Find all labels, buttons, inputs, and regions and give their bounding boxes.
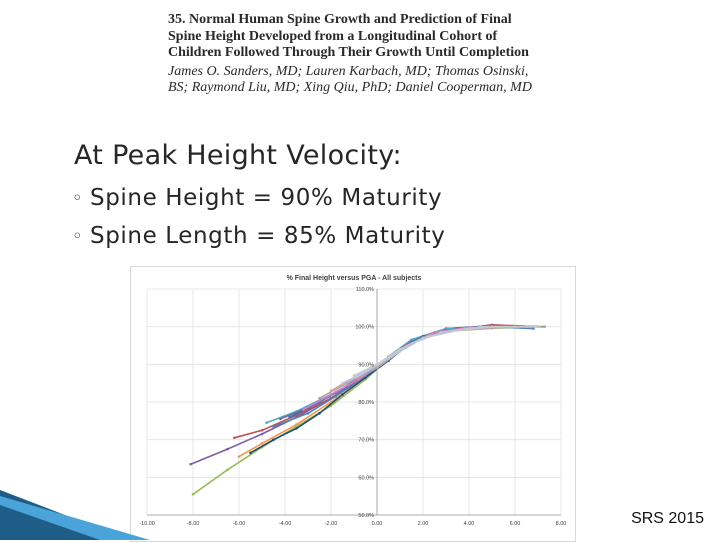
series-3 [237, 325, 528, 458]
data-point [302, 408, 305, 411]
paper-header: 35. Normal Human Spine Growth and Predic… [168, 12, 598, 97]
data-point [352, 374, 356, 377]
sub-bullet-marker-icon: ◦ [72, 187, 83, 209]
data-point [306, 412, 310, 415]
data-point [295, 427, 298, 430]
series-line [353, 325, 538, 377]
data-point [295, 423, 298, 426]
x-tick-label: -8.00 [187, 521, 200, 527]
data-point [444, 327, 448, 330]
sub-bullet: ◦ Spine Height = 90% Maturity [72, 185, 442, 211]
main-bullet-text: At Peak Height Velocity: [74, 140, 402, 171]
decorative-ribbon [0, 490, 150, 540]
data-point [260, 432, 264, 436]
x-tick-label: -10.00 [139, 521, 155, 527]
data-point [536, 325, 540, 328]
main-bullet: At Peak Height Velocity: [50, 140, 402, 171]
data-point [398, 347, 402, 351]
data-point [318, 396, 321, 400]
series-4 [249, 324, 528, 455]
axes [147, 289, 561, 516]
x-tick-label: 4.00 [464, 521, 475, 527]
data-point [421, 336, 425, 340]
data-point [260, 428, 264, 432]
y-tick-label: 50.0% [358, 513, 374, 519]
x-tick-label: 8.00 [556, 521, 567, 527]
data-point [341, 381, 344, 385]
series-7 [272, 325, 535, 428]
series-line [250, 325, 527, 454]
x-tick-label: 0.00 [372, 521, 383, 527]
data-point [237, 455, 241, 458]
data-point [272, 438, 275, 441]
x-tick-label: 6.00 [510, 521, 521, 527]
data-point [249, 451, 252, 455]
sub-bullet-text: Spine Height = 90% Maturity [90, 185, 443, 211]
y-tick-label: 90.0% [358, 362, 374, 368]
y-tick-label: 60.0% [358, 475, 374, 481]
data-point [364, 370, 367, 374]
data-point [329, 393, 333, 396]
data-point [233, 436, 236, 440]
chart: % Final Height versus PGA - All subjects… [139, 275, 566, 527]
data-point [279, 417, 282, 421]
paper-authors: James O. Sanders, MD; Lauren Karbach, MD… [168, 63, 532, 96]
data-point [410, 338, 413, 342]
paper-title: 35. Normal Human Spine Growth and Predic… [168, 12, 529, 60]
chart-title: % Final Height versus PGA - All subjects [287, 275, 422, 282]
data-point [375, 363, 379, 366]
data-point [226, 468, 229, 472]
data-point [226, 447, 229, 451]
data-point [288, 415, 291, 419]
tick-labels: 50.0% 60.0% 70.0% 80.0% 90.0% 100.0% 110.0% -10… [139, 287, 566, 527]
data-point [456, 329, 459, 332]
data-point [265, 421, 268, 425]
series-line [273, 325, 534, 428]
data-point [272, 425, 275, 428]
sub-bullet-text: Spine Length = 85% Maturity [90, 223, 446, 249]
data-point [191, 492, 195, 496]
data-point [260, 442, 264, 445]
data-point [543, 325, 547, 328]
data-point [433, 331, 436, 334]
x-tick-label: 2.00 [418, 521, 429, 527]
data-point [318, 412, 321, 415]
data-point [440, 331, 443, 334]
series-13 [352, 325, 540, 377]
series-layer [189, 323, 547, 496]
grid [146, 288, 562, 516]
x-tick-label: -6.00 [233, 521, 246, 527]
data-point [329, 389, 333, 392]
series-0 [189, 325, 540, 466]
series-1 [191, 325, 540, 496]
data-point [189, 462, 192, 466]
data-point [341, 393, 344, 396]
ribbon-light-band [0, 496, 150, 540]
series-line [192, 325, 539, 495]
y-tick-label: 100.0% [355, 325, 374, 331]
series-line [238, 325, 527, 458]
y-tick-label: 70.0% [358, 438, 374, 444]
data-point [357, 378, 360, 381]
sub-bullet-marker-icon: ◦ [72, 225, 83, 247]
sub-bullet: ◦ Spine Length = 85% Maturity [72, 223, 446, 249]
x-tick-label: -2.00 [325, 521, 338, 527]
series-2 [233, 323, 540, 440]
data-point [375, 366, 379, 370]
data-point [334, 395, 337, 398]
footer-label: SRS 2015 [631, 510, 704, 527]
x-tick-label: -4.00 [279, 521, 292, 527]
data-point [490, 325, 494, 328]
y-tick-label: 110.0% [356, 287, 374, 293]
y-tick-label: 80.0% [358, 400, 374, 406]
series-line [234, 324, 539, 439]
chart-image: % Final Height versus PGA - All subjects… [130, 266, 576, 542]
data-point [532, 327, 535, 330]
